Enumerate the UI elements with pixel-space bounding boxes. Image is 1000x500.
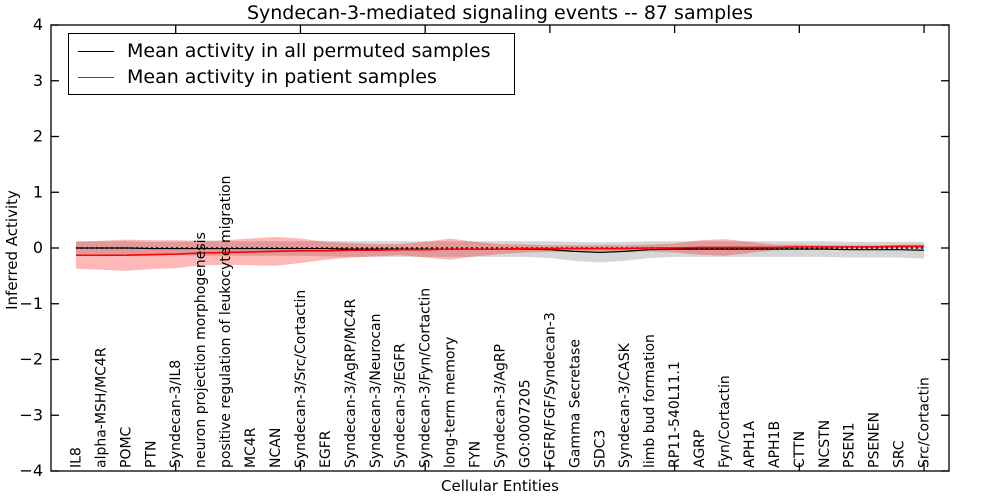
category-label: NCSTN [817,420,833,468]
category-label: RP11-540L11.1 [667,361,683,468]
y-tick-label: −1 [19,294,43,313]
category-label: CTTN [792,431,808,468]
category-label: Fyn/Cortactin [717,375,733,468]
category-label: Syndecan-3/Neurocan [368,314,384,469]
patient-line-sample-icon [78,76,114,78]
x-axis-label: Cellular Entities [441,477,559,495]
category-label: Syndecan-3/Src/Cortactin [293,290,309,468]
legend-item-patient: Mean activity in patient samples [69,64,514,90]
category-label: APH1A [742,421,758,468]
permuted-band [75,240,925,263]
y-tick-label: −2 [19,350,43,369]
category-label: Syndecan-3/EGFR [393,343,409,468]
category-label: long-term memory [443,337,459,468]
category-label: neuron projection morphogenesis [193,232,209,468]
legend-label-patient: Mean activity in patient samples [127,66,437,88]
y-tick-label: 3 [33,71,43,90]
category-label: APH1B [767,421,783,468]
legend-label-permuted: Mean activity in all permuted samples [127,40,491,62]
category-label: IL8 [68,447,84,468]
legend: Mean activity in all permuted samples Me… [68,33,515,95]
category-label: Syndecan-3/AgRP [493,344,509,468]
category-label: PSEN1 [842,422,858,468]
category-label: Syndecan-3/IL8 [168,360,184,468]
category-label: Syndecan-3/Fyn/Cortactin [418,288,434,468]
y-tick-label: −4 [19,461,43,480]
y-tick-label: −3 [19,405,43,424]
category-label: AGRP [692,430,708,468]
category-label: positive regulation of leukocyte migrati… [218,175,234,468]
y-tick-label: 4 [33,15,43,34]
category-label: POMC [118,426,134,468]
category-label: alpha-MSH/MC4R [93,347,109,468]
permuted-line-sample-icon [78,50,114,52]
category-label: Syndecan-3/CASK [617,342,633,468]
category-label: FGFR/FGF/Syndecan-3 [542,312,558,468]
y-tick-label: 2 [33,127,43,146]
y-axis-label: Inferred Activity [3,190,21,310]
patient-band [75,236,925,271]
category-label: SRC [892,440,908,468]
category-label: SDC3 [592,430,608,468]
category-label: Src/Cortactin [917,377,933,468]
y-tick-label: 0 [33,238,43,257]
category-label: Syndecan-3/AgRP/MC4R [343,299,359,468]
category-label: NCAN [268,428,284,468]
patient-mean-line [75,245,925,257]
category-label: limb bud formation [642,334,658,468]
chart-title: Syndecan-3-mediated signaling events -- … [246,2,754,24]
category-label: PTN [143,441,159,468]
category-label: GO:0007205 [517,379,533,468]
category-label: PSENEN [867,412,883,468]
category-label: EGFR [318,430,334,468]
category-label: Gamma Secretase [567,339,583,468]
legend-item-permuted: Mean activity in all permuted samples [69,38,514,64]
category-label: FYN [468,441,484,468]
category-label: MC4R [243,427,259,468]
y-tick-label: 1 [33,182,43,201]
